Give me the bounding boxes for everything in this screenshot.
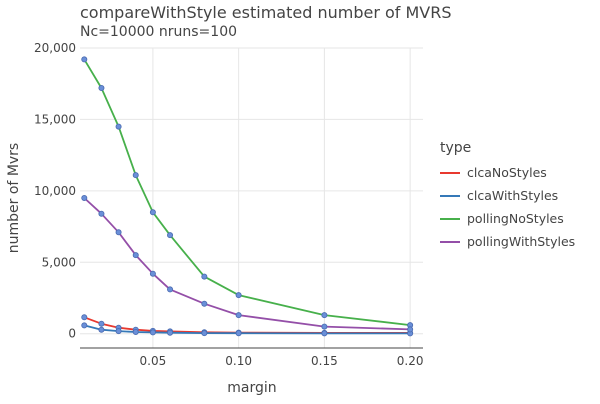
data-point-pollingNoStyles[interactable] (149, 209, 156, 216)
legend: type clcaNoStyles clcaWithStyles pollingNo… (440, 140, 575, 249)
data-point-clcaWithStyles[interactable] (81, 322, 88, 329)
y-tick-label: 0 (68, 327, 76, 341)
x-tick-label: 0.05 (140, 354, 167, 368)
data-point-pollingWithStyles[interactable] (407, 326, 414, 333)
data-point-clcaWithStyles[interactable] (98, 326, 105, 333)
series-line-clcaWithStyles (84, 324, 411, 335)
x-tick-label: 0.15 (311, 354, 338, 368)
data-point-pollingNoStyles[interactable] (321, 312, 328, 319)
y-tick-label: 5,000 (42, 255, 76, 269)
legend-items: clcaNoStyles clcaWithStyles pollingNoStyle… (440, 165, 575, 249)
series-layer (83, 58, 411, 335)
data-point-pollingWithStyles[interactable] (149, 270, 156, 277)
data-point-pollingNoStyles[interactable] (201, 273, 208, 280)
chart-subtitle: Nc=10000 nruns=100 (80, 24, 237, 40)
data-point-pollingWithStyles[interactable] (167, 286, 174, 293)
legend-title: type (440, 140, 471, 156)
legend-label-pollingNoStyles[interactable]: pollingNoStyles (467, 211, 564, 226)
data-point-clcaWithStyles[interactable] (235, 330, 242, 337)
tick-layer: 0 5,000 10,000 15,000 20,000 0.05 0.10 0.15 0.20 (34, 41, 423, 368)
data-point-pollingNoStyles[interactable] (115, 123, 122, 130)
data-point-clcaWithStyles[interactable] (132, 328, 139, 335)
data-point-pollingNoStyles[interactable] (167, 232, 174, 239)
y-tick-label: 15,000 (34, 112, 76, 126)
data-point-pollingWithStyles[interactable] (321, 323, 328, 330)
data-point-pollingNoStyles[interactable] (235, 292, 242, 299)
marker-layer (81, 56, 414, 337)
data-point-pollingWithStyles[interactable] (201, 300, 208, 307)
y-tick-label: 10,000 (34, 184, 76, 198)
data-point-clcaWithStyles[interactable] (115, 328, 122, 335)
grid-layer (80, 47, 423, 348)
y-tick-label: 20,000 (34, 41, 76, 55)
x-tick-label: 0.10 (225, 354, 252, 368)
data-point-pollingWithStyles[interactable] (98, 210, 105, 217)
legend-label-clcaWithStyles[interactable]: clcaWithStyles (467, 188, 558, 203)
data-point-clcaNoStyles[interactable] (81, 314, 88, 321)
x-tick-label: 0.20 (397, 354, 424, 368)
data-point-pollingNoStyles[interactable] (132, 172, 139, 179)
data-point-pollingWithStyles[interactable] (115, 229, 122, 236)
data-point-pollingWithStyles[interactable] (235, 312, 242, 319)
series-line-pollingWithStyles (83, 197, 411, 331)
data-point-clcaWithStyles[interactable] (149, 329, 156, 336)
data-point-clcaWithStyles[interactable] (321, 330, 328, 337)
x-axis-label: margin (227, 380, 276, 396)
y-axis-label: number of Mvrs (6, 143, 22, 253)
series-line-pollingNoStyles (83, 58, 411, 326)
legend-label-pollingWithStyles[interactable]: pollingWithStyles (467, 234, 575, 249)
data-point-clcaWithStyles[interactable] (201, 330, 208, 337)
chart-title: compareWithStyle estimated number of MVR… (80, 3, 452, 22)
data-point-clcaWithStyles[interactable] (167, 329, 174, 336)
data-point-pollingWithStyles[interactable] (81, 194, 88, 201)
data-point-pollingNoStyles[interactable] (81, 56, 88, 63)
data-point-pollingNoStyles[interactable] (98, 85, 105, 92)
data-point-pollingWithStyles[interactable] (132, 252, 139, 259)
legend-label-clcaNoStyles[interactable]: clcaNoStyles (467, 165, 547, 180)
data-point-clcaNoStyles[interactable] (98, 320, 105, 327)
